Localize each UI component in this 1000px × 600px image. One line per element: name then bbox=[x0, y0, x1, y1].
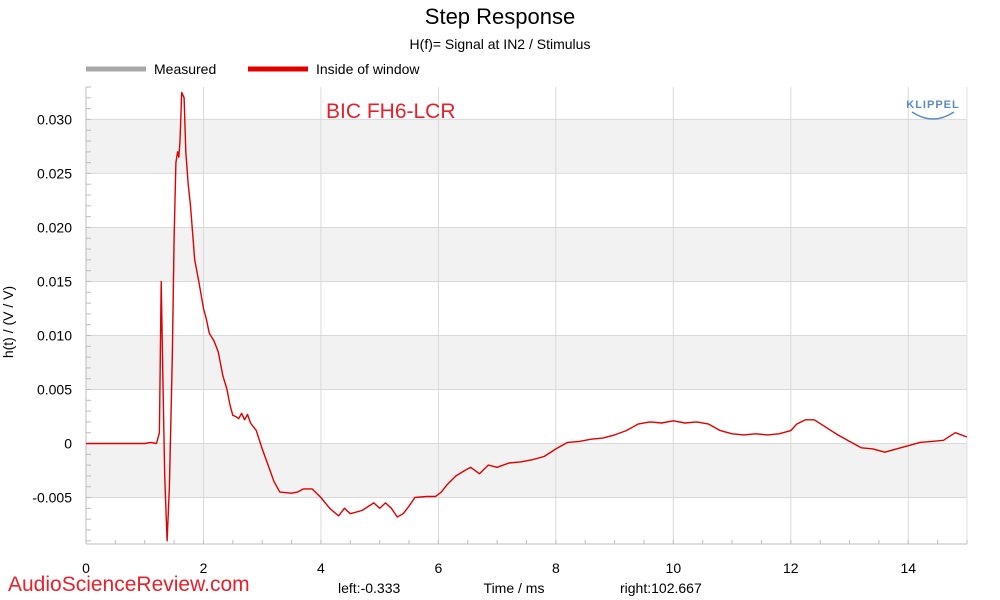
y-tick-label: 0.010 bbox=[37, 327, 72, 343]
logo-swoosh-icon bbox=[911, 111, 955, 120]
x-tick-label: 0 bbox=[82, 560, 90, 576]
left-window-label: left:-0.333 bbox=[338, 580, 400, 596]
x-tick-labels: 0 2 4 6 8 10 12 14 bbox=[82, 560, 916, 576]
plot-band bbox=[86, 227, 967, 282]
y-tick-label: 0 bbox=[64, 436, 72, 452]
x-axis-label: Time / ms bbox=[484, 580, 545, 596]
logo-text: KLIPPEL bbox=[906, 99, 959, 111]
legend-label: Measured bbox=[154, 61, 216, 77]
y-tick-label: 0.005 bbox=[37, 382, 72, 398]
legend-label: Inside of window bbox=[316, 61, 420, 77]
legend: Measured Inside of window bbox=[86, 61, 420, 77]
x-tick-label: 12 bbox=[783, 560, 799, 576]
x-tick-label: 2 bbox=[200, 560, 208, 576]
site-watermark: AudioScienceReview.com bbox=[8, 573, 250, 596]
x-tick-label: 14 bbox=[900, 560, 916, 576]
x-tick-label: 8 bbox=[552, 560, 560, 576]
series-layer bbox=[86, 91, 968, 542]
y-tick-label: 0.020 bbox=[37, 219, 72, 235]
y-tick-label: 0.025 bbox=[37, 165, 72, 181]
chart-title: Step Response bbox=[425, 4, 575, 29]
plot-background bbox=[86, 87, 967, 544]
y-tick-labels: -0.005 0 0.005 0.010 0.015 0.020 0.025 0.030 bbox=[32, 111, 72, 505]
x-tick-label: 6 bbox=[435, 560, 443, 576]
chart-subtitle: H(f)= Signal at IN2 / Stimulus bbox=[410, 36, 591, 52]
plot-band bbox=[86, 119, 967, 174]
device-annotation: BIC FH6-LCR bbox=[326, 100, 456, 123]
x-tick-label: 10 bbox=[666, 560, 682, 576]
y-tick-label: 0.015 bbox=[37, 273, 72, 289]
plot-band bbox=[86, 443, 967, 498]
right-window-label: right:102.667 bbox=[620, 580, 702, 596]
y-tick-label: -0.005 bbox=[32, 490, 72, 506]
x-tick-label: 4 bbox=[317, 560, 325, 576]
y-axis-label: h(t) / (V / V) bbox=[0, 286, 16, 358]
plot-band bbox=[86, 335, 967, 390]
klippel-logo: KLIPPEL bbox=[906, 99, 959, 120]
series-line bbox=[86, 91, 968, 542]
minor-ticks bbox=[85, 86, 968, 544]
y-tick-label: 0.030 bbox=[37, 111, 72, 127]
